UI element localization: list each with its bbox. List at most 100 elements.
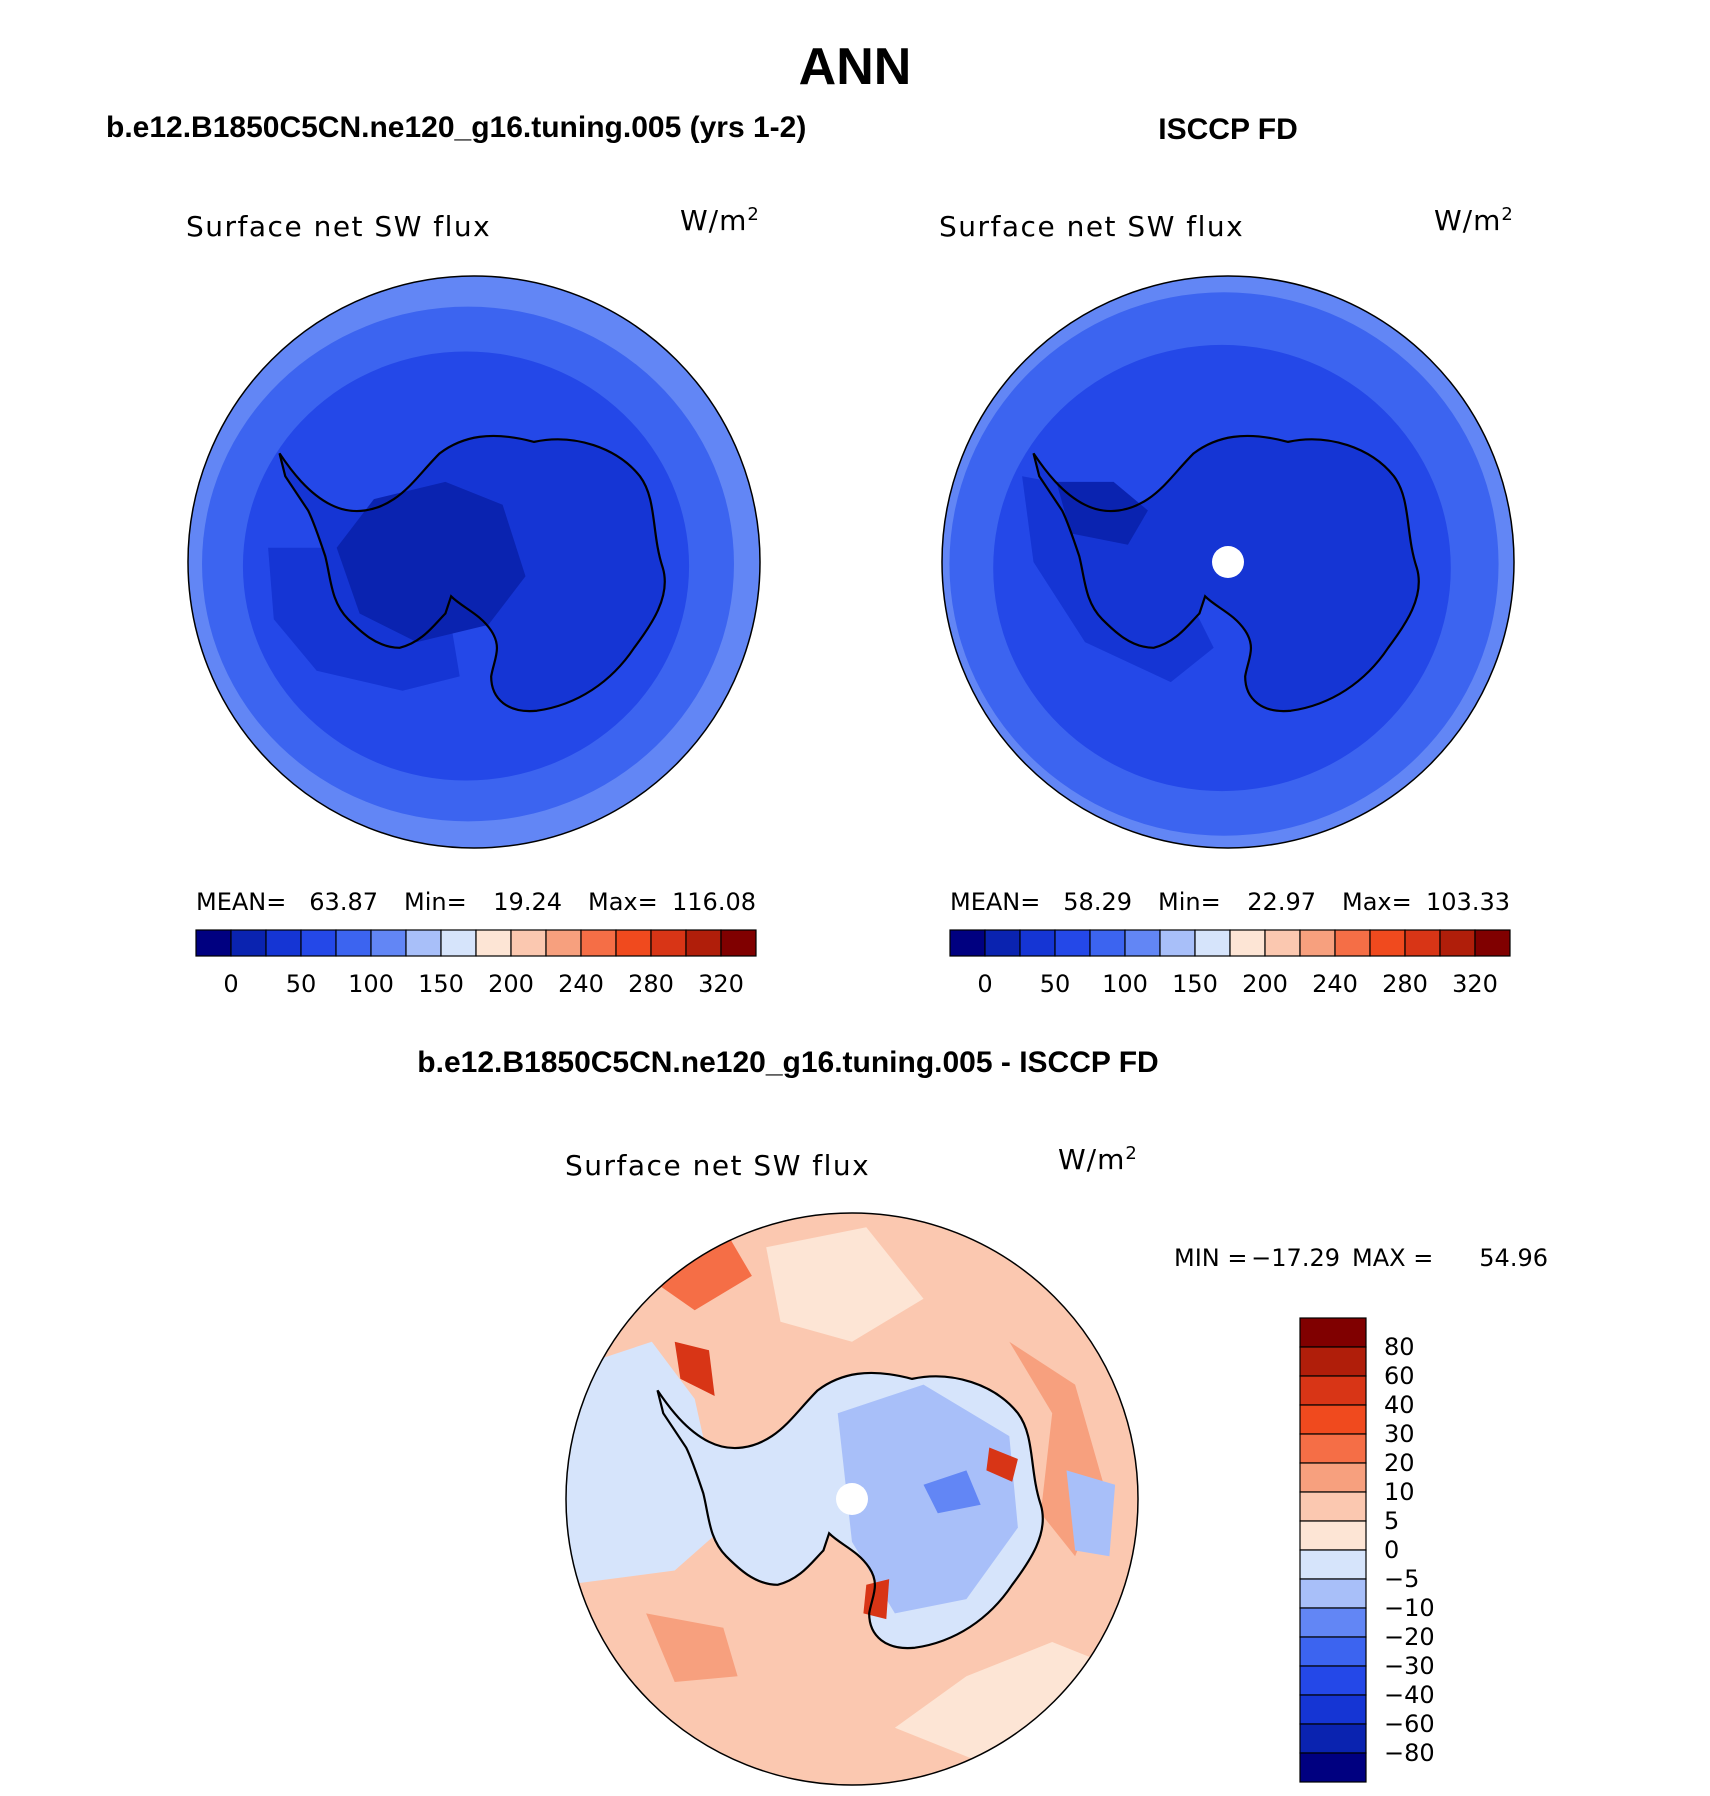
diff-warm-patch [637, 1227, 752, 1311]
obs-colorbar-box [984, 929, 1021, 957]
diff-max-label: MAX = [1352, 1244, 1433, 1272]
obs-colorbar-box [1089, 929, 1126, 957]
model-colorbar-label: 100 [348, 970, 394, 998]
diff-colorbar-box [1299, 1752, 1367, 1783]
obs-colorbar-label: 200 [1242, 970, 1288, 998]
obs-min-label: Min= [1158, 888, 1221, 916]
obs-colorbar-box [1264, 929, 1301, 957]
diff-warm-patch [646, 1613, 738, 1682]
diff-colorbar-box [1299, 1578, 1367, 1609]
model-colorbar-box [510, 929, 547, 957]
diff-colorbar-label: −10 [1384, 1594, 1435, 1622]
model-colorbar-box [195, 929, 232, 957]
obs-stats: MEAN= 58.29 Min= 22.97 Max= 103.33 [950, 888, 1510, 916]
diff-colorbar-label: −80 [1384, 1739, 1435, 1767]
model-colorbar-label: 0 [223, 970, 238, 998]
diff-colorbar-box [1299, 1520, 1367, 1551]
obs-max-value: 103.33 [1426, 888, 1510, 916]
model-variable-label: Surface net SW flux [186, 210, 491, 243]
model-map-border [187, 275, 761, 849]
diff-map-border [565, 1212, 1139, 1786]
model-colorbar-label: 200 [488, 970, 534, 998]
model-colorbar-box [685, 929, 722, 957]
diff-colorbar-box [1299, 1636, 1367, 1667]
diff-land-cool [837, 1384, 1018, 1614]
diff-hot-spot [863, 1579, 890, 1620]
obs-colorbar-box [1369, 929, 1406, 957]
diff-min-label: MIN = [1174, 1244, 1247, 1272]
obs-variable-label: Surface net SW flux [939, 210, 1244, 243]
obs-colorbar-box [1194, 929, 1231, 957]
model-colorbar-label: 280 [628, 970, 674, 998]
diff-stats: MIN = −17.29 MAX = 54.96 [1174, 1244, 1548, 1272]
diff-cool-patch [1066, 1470, 1116, 1557]
diff-colorbar-box [1299, 1607, 1367, 1638]
diff-colorbar-label: 30 [1384, 1420, 1415, 1448]
obs-title: ISCCP FD [1158, 113, 1297, 146]
obs-colorbar-label: 280 [1382, 970, 1428, 998]
obs-map-border [941, 275, 1515, 849]
model-mean-value: 63.87 [309, 888, 378, 916]
model-units-label: W/m2 [680, 204, 760, 237]
model-colorbar-label: 150 [418, 970, 464, 998]
obs-colorbar-box [1404, 929, 1441, 957]
model-colorbar-box [475, 929, 512, 957]
season-title: ANN [799, 38, 912, 96]
diff-colorbar-box [1299, 1375, 1367, 1406]
model-colorbar-box [545, 929, 582, 957]
model-colorbar-box [580, 929, 617, 957]
diff-colorbar-label: −40 [1384, 1681, 1435, 1709]
diff-title: b.e12.B1850C5CN.ne120_g16.tuning.005 - I… [417, 1046, 1158, 1079]
model-colorbar-box [230, 929, 267, 957]
model-colorbar-box [720, 929, 757, 957]
diff-colorbar-box [1299, 1462, 1367, 1493]
model-colorbar-label: 320 [698, 970, 744, 998]
diff-hot-spot [986, 1447, 1018, 1482]
model-colorbar-box [265, 929, 302, 957]
obs-colorbar-box [949, 929, 986, 957]
model-colorbar-box [440, 929, 477, 957]
obs-map [942, 276, 1514, 848]
model-colorbar-box [335, 929, 372, 957]
model-colorbar-label: 240 [558, 970, 604, 998]
diff-colorbar-label: −20 [1384, 1623, 1435, 1651]
diff-max-value: 54.96 [1479, 1244, 1548, 1272]
model-max-label: Max= [588, 888, 658, 916]
model-plateau-region [336, 481, 526, 643]
obs-max-label: Max= [1342, 888, 1412, 916]
diff-colorbar-box [1299, 1404, 1367, 1435]
obs-colorbar-box [1159, 929, 1196, 957]
diff-colorbar-box [1299, 1346, 1367, 1377]
diff-light-sector [766, 1227, 924, 1342]
model-colorbar-box [300, 929, 337, 957]
diff-units-label: W/m2 [1058, 1143, 1138, 1176]
obs-colorbar-label: 0 [977, 970, 992, 998]
obs-colorbar-label: 150 [1172, 970, 1218, 998]
obs-coastal-low [1056, 481, 1148, 545]
obs-colorbar-label: 320 [1452, 970, 1498, 998]
obs-units-label: W/m2 [1434, 204, 1514, 237]
obs-colorbar-label: 50 [1040, 970, 1071, 998]
diff-colorbar-label: 60 [1384, 1362, 1415, 1390]
diff-colorbar-label: 40 [1384, 1391, 1415, 1419]
obs-mean-label: MEAN= [950, 888, 1040, 916]
diff-colorbar-label: 0 [1384, 1536, 1399, 1564]
obs-colorbar-box [1439, 929, 1476, 957]
obs-colorbar-box [1299, 929, 1336, 957]
model-colorbar: 0 50 100 150 200 240 280 320 [195, 929, 757, 998]
model-max-value: 116.08 [672, 888, 756, 916]
model-min-label: Min= [404, 888, 467, 916]
obs-colorbar-box [1229, 929, 1266, 957]
diff-panel: Surface net SW flux W/m2 MIN = −17.29 MA… [565, 1143, 1548, 1786]
diff-pole-gap [836, 1483, 868, 1515]
diff-colorbar-box [1299, 1694, 1367, 1725]
diff-hot-spot [674, 1341, 715, 1396]
obs-panel: Surface net SW flux W/m2 MEAN= 58.29 Min… [939, 204, 1515, 998]
obs-colorbar-box [1054, 929, 1091, 957]
diff-cool-sector [566, 1341, 724, 1585]
obs-colorbar-box [1474, 929, 1511, 957]
diff-colorbar-box [1299, 1317, 1367, 1348]
diff-colorbar-box [1299, 1491, 1367, 1522]
